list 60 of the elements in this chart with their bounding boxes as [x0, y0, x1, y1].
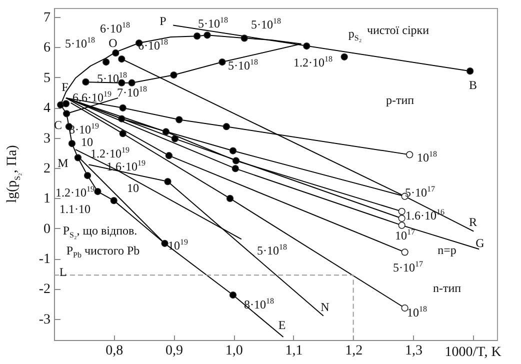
y-tick-label: -2 [38, 282, 50, 298]
annotation: 5·10$^{18}$ [198, 16, 228, 30]
annotation: n-тип [432, 281, 462, 295]
annotation: 1.1·10 [60, 202, 90, 216]
y-tick-label: 2 [44, 161, 50, 176]
annotation: 1.2·10$^{19}$ [56, 184, 94, 200]
y-tick-label: 1 [44, 192, 50, 207]
annotation: 1.2·10$^{18}$ [294, 54, 332, 70]
annotation: L [59, 265, 67, 279]
annotation: 10 [127, 181, 139, 195]
annotation: F [62, 80, 68, 94]
annotation: 10$^{17}$ [395, 228, 415, 242]
y-tick-label: 0 [44, 222, 50, 237]
annotation: 7·10$^{18}$ [117, 84, 147, 100]
x-tick-label: 1,2 [345, 344, 363, 358]
y-tick-label: 3 [44, 131, 50, 146]
annotation: P [160, 14, 166, 28]
annotation: 10 [81, 135, 93, 149]
annotation: чистої сірки [366, 23, 430, 37]
y-tick-label: 7 [44, 10, 50, 26]
annotation: 10$^{18}$ [407, 304, 427, 320]
annotation: 1.6·10$^{16}$ [406, 208, 444, 222]
x-tick-label: 1,0 [225, 344, 243, 358]
annotation: 5·10$^{17}$ [393, 260, 423, 274]
x-tick-label: 1,1 [285, 344, 303, 358]
x-tick-label: 0,9 [165, 344, 183, 358]
y-tick-label: -1 [38, 252, 50, 268]
annotation: 1.2·10$^{19}$ [90, 146, 130, 160]
annotation: p-тип [386, 93, 414, 107]
annotation: n=p [438, 243, 456, 257]
x-axis-title: 1000/T, K [444, 345, 502, 360]
y-tick-label: 4 [44, 101, 50, 116]
annotation: P$_{Pb}$ чистого Pb [66, 243, 140, 260]
annotation: R [468, 215, 478, 229]
annotation: 6.6·10$^{19}$ [72, 90, 112, 104]
annotation: 5·10$^{18}$ [65, 36, 95, 50]
annotation: 10$^{19}$ [168, 238, 188, 252]
annotation: C [54, 118, 62, 132]
annotation: 10$^{18}$ [417, 150, 437, 164]
annotation: E [278, 318, 286, 332]
annotation: 6·10$^{18}$ [100, 20, 130, 36]
y-tick-label: 6 [44, 40, 50, 56]
annotation: p$_{S₂}$ [348, 26, 362, 43]
annotation: 1.6·10$^{19}$ [106, 158, 146, 174]
y-tick-label: -3 [38, 312, 50, 328]
annotation: N [320, 300, 330, 314]
y-tick-label: 5 [44, 70, 50, 86]
annotation: 5·10$^{18}$ [251, 16, 281, 32]
annotation: 8·10$^{18}$ [244, 296, 274, 312]
annotation: M [58, 156, 68, 170]
annotation: P$_{S₂}$, що відпов. [62, 223, 138, 240]
annotation: 5·10$^{18}$ [228, 58, 258, 72]
x-tick-label: 1,3 [404, 344, 422, 358]
annotation: G [476, 236, 484, 250]
annotation: B [468, 78, 478, 92]
annotation: 5·10$^{18}$ [257, 242, 287, 258]
x-tick-label: 0,8 [106, 344, 124, 358]
annotation: 5·10$^{17}$ [405, 184, 435, 200]
annotation: O [108, 36, 118, 50]
annotation: 5·10$^{18}$ [97, 70, 127, 86]
